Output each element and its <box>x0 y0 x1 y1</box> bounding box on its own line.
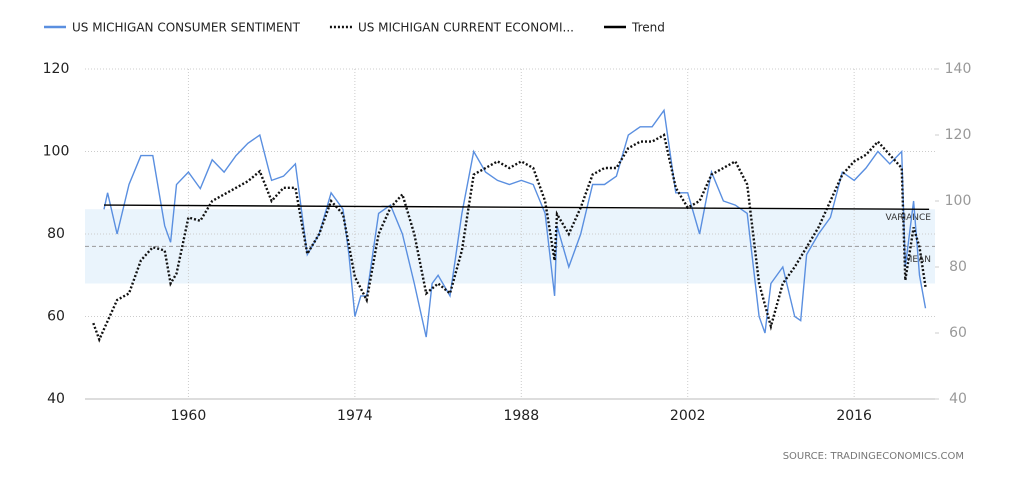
y2-tick-label: 80 <box>949 259 967 275</box>
x-tick-label: 1988 <box>503 408 539 424</box>
series-line <box>103 108 927 338</box>
series-line <box>103 204 930 210</box>
series-line <box>92 133 927 343</box>
x-tick-label: 1974 <box>337 408 373 424</box>
x-tick-label: 2016 <box>836 408 872 424</box>
variance-label: VARIANCE <box>885 213 931 223</box>
y2-tick-label: 140 <box>945 61 972 77</box>
y-tick-label: 40 <box>47 391 65 407</box>
source: SOURCE: TRADINGECONOMICS.COM <box>783 451 964 462</box>
y2-tick-label: 60 <box>949 325 967 341</box>
y2-tick-label: 100 <box>945 193 972 209</box>
x-tick-label: 1960 <box>171 408 207 424</box>
legend-label: US MICHIGAN CONSUMER SENTIMENT <box>72 21 301 35</box>
x-tick-label: 2002 <box>670 408 706 424</box>
y2-tick-label: 120 <box>945 127 972 143</box>
y-tick-label: 80 <box>47 226 65 242</box>
y-tick-label: 100 <box>43 144 70 160</box>
legend-label: US MICHIGAN CURRENT ECONOMI... <box>358 21 574 35</box>
y-tick-label: 120 <box>43 61 70 77</box>
legend-label: Trend <box>631 21 665 35</box>
y2-tick-label: 40 <box>949 391 967 407</box>
y-tick-label: 60 <box>47 309 65 325</box>
